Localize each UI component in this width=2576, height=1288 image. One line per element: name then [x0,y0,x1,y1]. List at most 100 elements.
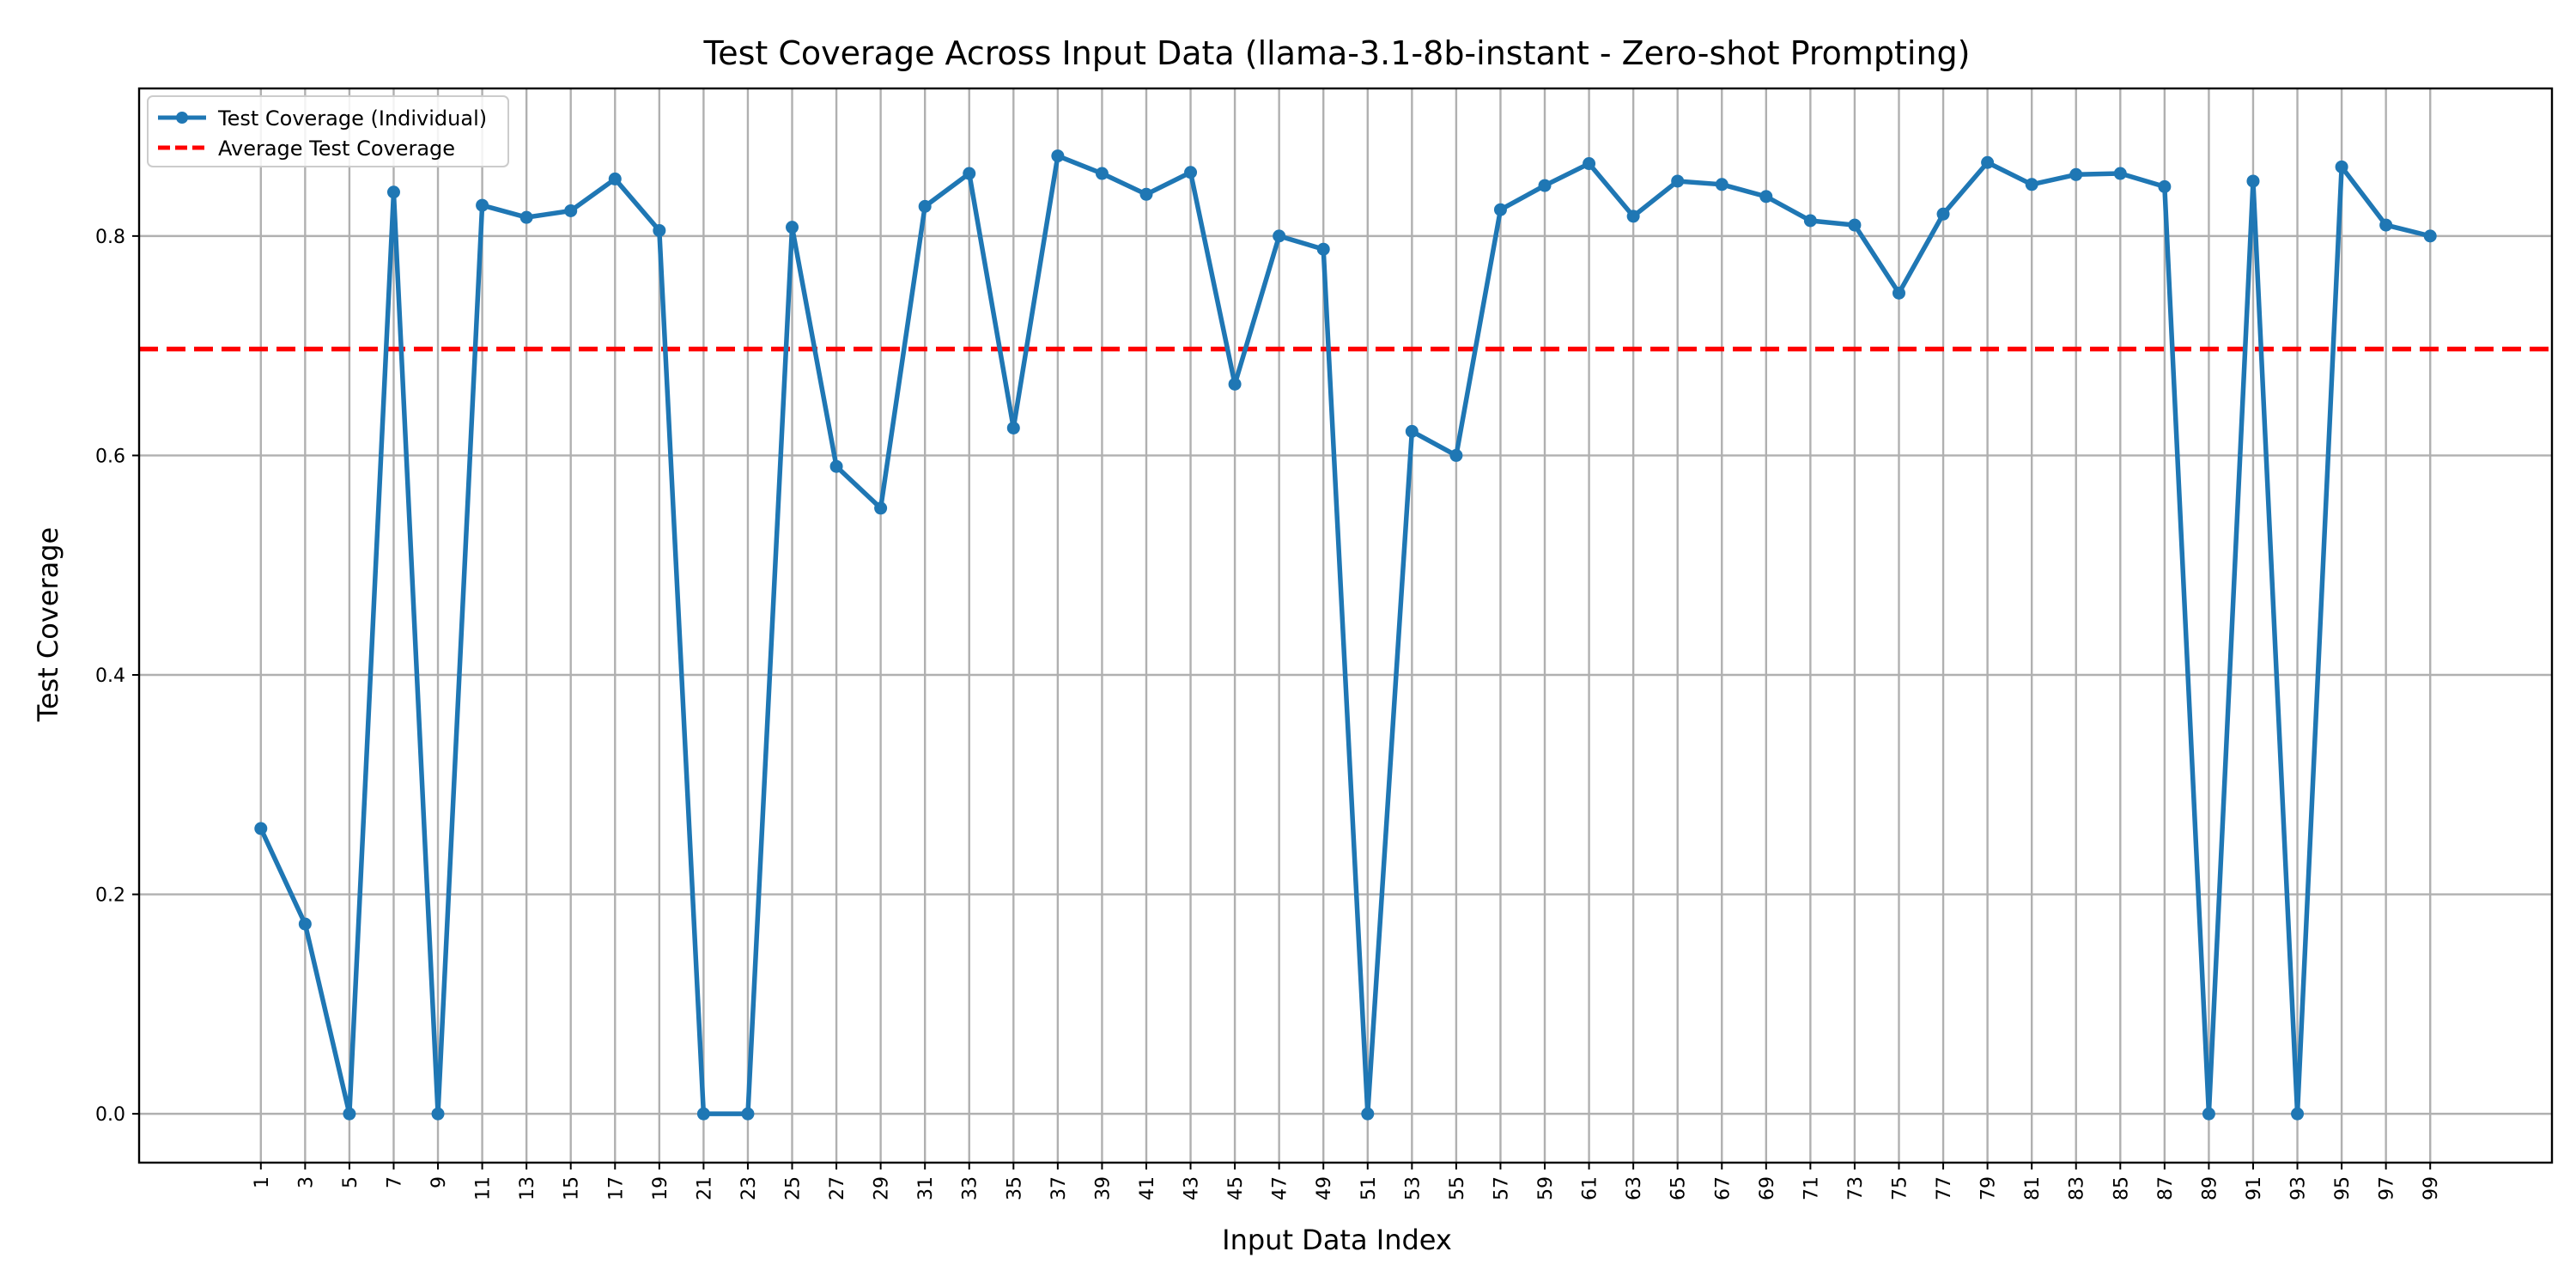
x-tick-label: 59 [1535,1176,1557,1200]
x-tick-label: 61 [1580,1176,1601,1200]
legend-series-marker-icon [176,112,188,124]
data-point [2335,160,2348,173]
x-ticks: 1 3 5 7 9 11 13 15 17 19 21 23 25 27 29 31 33 35 37 39 41 43 4… [252,1163,2442,1200]
x-tick-label: 29 [872,1176,893,1200]
data-point [1671,174,1685,188]
x-tick-label: 43 [1182,1176,1203,1200]
x-tick-label: 39 [1092,1176,1114,1200]
data-point [1006,421,1020,434]
data-point [1626,210,1640,223]
data-point [696,1107,710,1121]
x-tick-label: 23 [738,1176,760,1200]
x-tick-label: 79 [1978,1176,2000,1200]
data-point [2158,179,2172,193]
x-tick-label: 87 [2155,1176,2177,1200]
data-point [2379,218,2393,232]
data-point [2202,1107,2215,1121]
data-point [519,210,533,224]
data-point [254,822,268,835]
x-tick-label: 33 [960,1176,981,1200]
legend-average-label: Average Test Coverage [218,137,455,161]
x-tick-label: 41 [1137,1176,1158,1200]
x-tick-label: 45 [1225,1176,1247,1200]
data-point [963,167,976,180]
data-point [1316,242,1330,256]
x-tick-label: 25 [783,1176,805,1200]
x-tick-label: 13 [517,1176,538,1200]
data-point [1095,167,1109,180]
series-line [258,153,2431,1116]
x-tick-label: 21 [694,1176,715,1200]
data-point [1139,187,1153,201]
x-tick-label: 55 [1447,1176,1468,1200]
data-point [1051,149,1065,163]
y-axis-label: Test Coverage [32,527,64,723]
x-tick-label: 57 [1491,1176,1512,1200]
legend-box [147,95,509,167]
data-point [1405,424,1419,438]
data-point [2423,229,2437,243]
x-tick-label: 1 [252,1176,273,1188]
x-tick-label: 15 [562,1176,583,1200]
data-point [786,221,799,234]
data-point [1803,214,1817,228]
data-point [298,917,312,931]
x-tick-label: 73 [1845,1176,1867,1200]
x-tick-label: 83 [2067,1176,2088,1200]
x-tick-label: 31 [915,1176,937,1200]
data-point [874,501,888,515]
x-tick-label: 65 [1668,1176,1690,1200]
legend: Test Coverage (Individual) Average Test … [147,95,509,167]
x-tick-label: 51 [1358,1176,1380,1200]
data-point [343,1107,356,1121]
data-point [476,198,489,212]
data-point [431,1107,445,1121]
y-tick-label: 0.2 [95,885,125,907]
x-tick-label: 91 [2244,1176,2265,1200]
data-point [608,172,622,185]
data-point [2113,167,2127,180]
series-group [254,149,2437,1121]
x-tick-label: 71 [1801,1176,1822,1200]
data-point [653,223,666,237]
x-tick-label: 49 [1314,1176,1335,1200]
x-tick-label: 3 [295,1176,317,1188]
x-tick-label: 19 [650,1176,671,1200]
data-point [1981,155,1995,169]
x-tick-label: 67 [1712,1176,1734,1200]
x-tick-label: 81 [2022,1176,2044,1200]
data-point [2291,1107,2305,1121]
grid-lines [139,88,2552,1163]
data-point [1493,203,1507,216]
data-point [2246,174,2260,188]
data-point [1273,229,1286,243]
data-point [1936,207,1950,221]
data-point [918,199,932,213]
axes [137,87,2554,1164]
x-tick-label: 93 [2288,1176,2310,1200]
data-point [1184,166,1198,179]
y-tick-label: 0.6 [95,446,125,467]
chart-title: Test Coverage Across Input Data (llama-3… [702,34,1970,72]
data-point [1228,377,1242,391]
data-point [1449,448,1463,462]
data-point [1583,157,1596,171]
x-tick-label: 47 [1270,1176,1291,1200]
data-point [1361,1107,1375,1121]
data-point [564,204,578,217]
x-tick-label: 35 [1004,1176,1025,1200]
legend-series-label: Test Coverage (Individual) [217,106,487,131]
x-tick-label: 7 [384,1176,405,1188]
data-point [1759,190,1773,204]
x-tick-label: 97 [2377,1176,2398,1200]
data-point [1848,218,1862,232]
data-point [2025,178,2038,191]
x-tick-label: 89 [2199,1176,2221,1200]
y-tick-label: 0.0 [95,1104,125,1126]
x-tick-label: 5 [340,1176,361,1188]
x-axis-label: Input Data Index [1222,1224,1452,1256]
x-tick-label: 99 [2421,1176,2442,1200]
x-tick-label: 69 [1757,1176,1778,1200]
